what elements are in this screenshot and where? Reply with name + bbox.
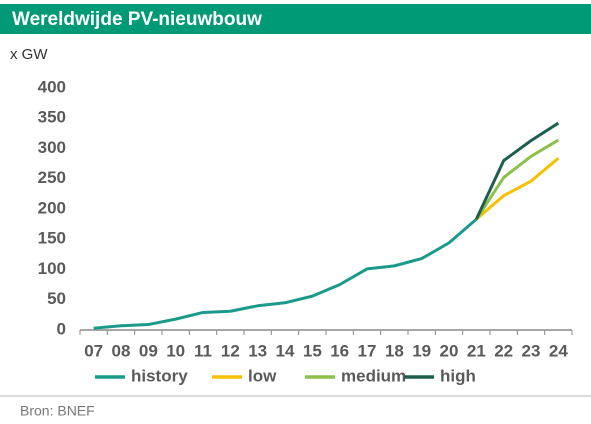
y-tick-label: 0 (57, 319, 66, 338)
x-tick-label: 11 (194, 341, 212, 360)
source: Bron: BNEF (20, 403, 95, 419)
legend-label: history (131, 366, 188, 385)
y-tick-label: 300 (38, 138, 66, 157)
x-tick-label: 10 (166, 341, 185, 360)
x-tick-label: 16 (330, 341, 349, 360)
y-tick-label: 100 (38, 259, 66, 278)
x-tick-label: 07 (84, 341, 103, 360)
x-tick-label: 15 (303, 341, 322, 360)
legend-label: low (248, 366, 277, 385)
x-tick-label: 12 (221, 341, 240, 360)
chart-title: Wereldwijde PV-nieuwbouw (12, 9, 262, 30)
series-line (93, 218, 478, 330)
y-tick-label: 250 (38, 168, 66, 187)
y-tick-label: 350 (38, 108, 66, 127)
title-bar (0, 4, 591, 34)
y-tick-label: 150 (38, 229, 66, 248)
legend-label: medium (341, 366, 406, 385)
x-tick-label: 08 (112, 341, 131, 360)
series-line (475, 157, 560, 221)
series-line (474, 121, 560, 220)
x-tick-label: 18 (385, 341, 404, 360)
x-tick-label: 14 (276, 341, 295, 360)
legend-label: high (440, 366, 476, 385)
y-axis-label: x GW (10, 46, 48, 63)
x-tick-label: 22 (494, 341, 513, 360)
y-tick-label: 50 (47, 289, 66, 308)
series-line (475, 138, 560, 221)
y-tick-label: 400 (38, 77, 66, 96)
x-tick-label: 19 (412, 341, 431, 360)
x-tick-label: 17 (358, 341, 377, 360)
x-tick-label: 20 (440, 341, 459, 360)
x-tick-label: 09 (139, 341, 158, 360)
x-tick-label: 13 (248, 341, 267, 360)
y-tick-label: 200 (38, 198, 66, 217)
x-tick-label: 24 (549, 341, 568, 360)
x-tick-label: 21 (467, 341, 486, 360)
x-tick-label: 23 (522, 341, 541, 360)
